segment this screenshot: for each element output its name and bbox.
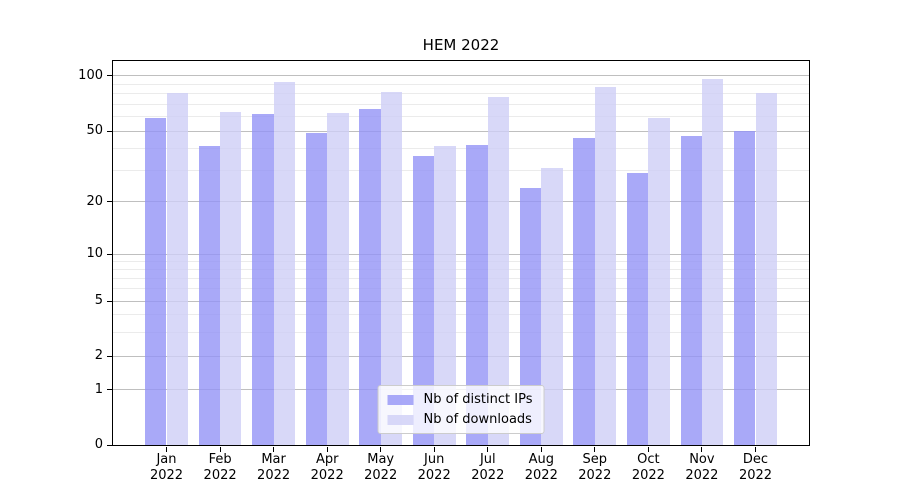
x-axis-tick-label: Apr 2022: [310, 452, 344, 483]
plot-area: Nb of distinct IPs Nb of downloads 0 1 2 5 1…: [78, 60, 810, 483]
bar-distinct-ips: [305, 132, 328, 445]
bar-distinct-ips: [573, 137, 595, 445]
x-axis-tick-mark: [273, 447, 275, 452]
bar-distinct-ips: [680, 135, 702, 445]
x-axis-tick-label: May 2022: [364, 452, 398, 483]
bar-distinct-ips: [198, 146, 221, 445]
legend-swatch-downloads: [387, 414, 414, 425]
y-axis-tick-mark: [107, 130, 112, 132]
bar-distinct-ips: [627, 173, 649, 445]
y-axis-tick-label: 50: [86, 123, 103, 139]
y-axis-tick-label: 0: [94, 437, 103, 452]
legend-entry-distinct-ips: Nb of distinct IPs: [387, 392, 533, 407]
gridline-major: [113, 130, 809, 132]
bar-downloads: [434, 146, 456, 445]
gridline-minor: [113, 116, 809, 118]
gridline-minor: [113, 103, 809, 105]
x-axis-tick-label: Aug 2022: [524, 452, 558, 483]
gridline-minor: [113, 277, 809, 279]
x-axis-tick-label: Feb 2022: [203, 452, 237, 483]
bar-downloads: [541, 168, 563, 445]
x-axis-tick-mark: [380, 447, 382, 452]
bar-distinct-ips: [252, 114, 274, 445]
x-axis-tick-mark: [540, 447, 542, 452]
legend: Nb of distinct IPs Nb of downloads: [377, 385, 545, 434]
legend-label-distinct-ips: Nb of distinct IPs: [423, 392, 533, 407]
x-axis-tick-mark: [487, 447, 489, 452]
gridline-minor: [113, 170, 809, 171]
bar-distinct-ips: [359, 109, 381, 445]
x-axis-tick-mark: [326, 447, 328, 452]
x-axis-tick-label: Oct 2022: [631, 452, 665, 483]
y-axis-tick-mark: [107, 389, 112, 391]
x-axis-tick-label: Jul 2022: [471, 452, 505, 483]
bar-downloads: [594, 87, 617, 445]
bar-downloads: [220, 111, 242, 445]
y-axis-tick-label: 5: [94, 293, 103, 309]
bar-downloads: [701, 79, 724, 445]
x-axis-tick-label: Sep 2022: [578, 452, 612, 483]
x-axis-tick-label: Nov 2022: [685, 452, 719, 483]
gridline-major: [113, 300, 809, 302]
y-axis-tick-mark: [107, 300, 112, 302]
gridline-major: [113, 355, 809, 357]
bar-downloads: [648, 117, 670, 445]
bar-distinct-ips: [412, 156, 435, 445]
bar-downloads: [166, 92, 188, 445]
y-axis-tick-label: 1: [94, 381, 103, 397]
bar-downloads: [327, 112, 349, 445]
x-axis-tick-mark: [701, 447, 703, 452]
x-axis-tick-mark: [166, 447, 167, 452]
bar-downloads: [380, 91, 403, 445]
bar-distinct-ips: [145, 117, 167, 445]
gridline-minor: [113, 331, 809, 333]
x-axis-tick-mark: [647, 447, 649, 452]
x-axis-tick-mark: [594, 447, 596, 452]
bar-distinct-ips: [466, 144, 488, 445]
x-axis-tick-label: Jun 2022: [417, 452, 451, 483]
legend-label-downloads: Nb of downloads: [423, 412, 532, 427]
y-axis-tick-mark: [107, 201, 112, 203]
y-axis-tick-label: 20: [86, 193, 103, 209]
gridline-minor: [113, 268, 809, 270]
y-axis-tick-label: 2: [94, 348, 103, 364]
gridline-major: [113, 253, 809, 255]
x-axis-tick-mark: [755, 447, 756, 452]
legend-entry-downloads: Nb of downloads: [387, 412, 533, 427]
bar-downloads: [755, 92, 777, 445]
y-axis-tick-mark: [107, 355, 112, 357]
gridline-minor: [113, 314, 809, 316]
bar-distinct-ips: [519, 187, 542, 445]
bar-distinct-ips: [734, 131, 756, 445]
gridline-minor: [113, 260, 809, 262]
x-axis-tick-label: Jan 2022: [149, 452, 184, 483]
y-axis-tick-label: 10: [86, 246, 103, 261]
bar-downloads: [487, 96, 510, 445]
y-axis-tick-mark: [107, 444, 112, 446]
x-axis-tick-label: Dec 2022: [738, 452, 773, 483]
gridline-major: [113, 201, 809, 203]
gridline-minor: [113, 147, 809, 149]
chart-title: HEM 2022: [422, 36, 500, 54]
gridline-minor: [113, 93, 809, 95]
gridline-major: [113, 75, 809, 77]
y-axis-tick-label: 100: [78, 67, 103, 83]
legend-swatch-distinct-ips: [387, 394, 414, 405]
y-axis-tick-mark: [107, 253, 112, 255]
x-axis-tick-mark: [219, 447, 221, 452]
y-axis-tick-mark: [107, 75, 112, 77]
x-axis-tick-label: Mar 2022: [257, 452, 291, 483]
x-axis-tick-mark: [433, 447, 435, 452]
gridline-minor: [113, 288, 809, 290]
bar-downloads: [273, 81, 295, 445]
gridline-minor: [113, 83, 809, 85]
